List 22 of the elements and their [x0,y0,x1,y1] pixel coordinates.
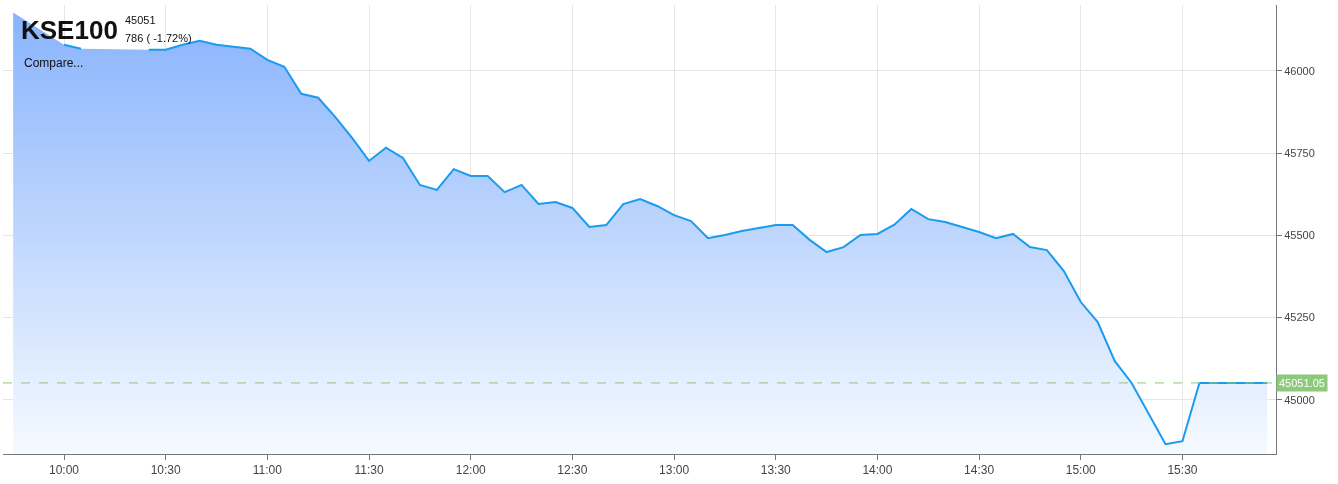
chart-title: KSE100 [21,15,118,45]
y-tick-label: 45000 [1284,393,1315,406]
x-tick-label: 13:00 [659,463,690,478]
annotation: Compare... [24,56,84,70]
y-tick-label: 45500 [1284,229,1315,242]
x-tick-label: 11:30 [354,463,384,478]
y-tick-label: 45750 [1284,146,1315,159]
x-tick-label: 14:30 [964,463,995,478]
x-tick-label: 14:00 [862,463,893,478]
x-tick-label: 13:30 [760,463,792,478]
annotation: 786 ( -1.72%) [125,32,192,44]
text: 45051 [125,14,156,26]
ref-line-label: 45051.05 [1279,377,1325,389]
x-tick-label: 15:00 [1065,463,1097,478]
x-tick-label: 11:00 [252,463,283,478]
y-tick-label: 46000 [1284,64,1315,77]
x-tick-label: 12:00 [455,463,487,478]
x-tick-label: 10:30 [150,463,182,478]
x-tick-label: 12:30 [557,463,588,478]
x-tick-label: 10:00 [48,463,80,478]
y-tick-label: 45250 [1284,311,1315,324]
x-tick-label: 15:30 [1167,463,1198,478]
